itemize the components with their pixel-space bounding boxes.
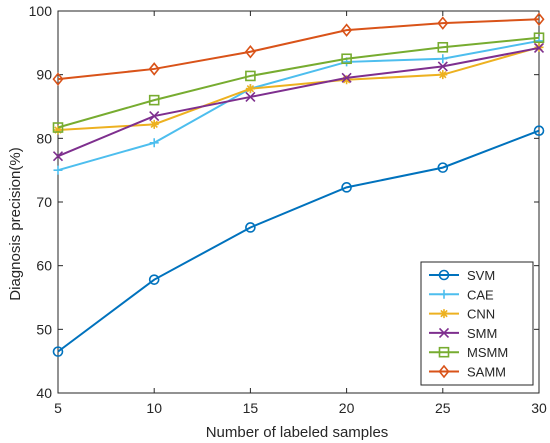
data-point-svm [437, 162, 449, 173]
legend-entry: SMM [429, 326, 497, 341]
legend-entry: MSMM [429, 345, 508, 360]
series-line-msmm [57, 36, 540, 129]
y-tick-label: 100 [29, 3, 53, 19]
series-line-cae [57, 39, 540, 172]
data-point-samm [437, 16, 449, 30]
data-point-cnn [438, 70, 448, 80]
legend-entry: SAMM [429, 365, 506, 380]
data-point-msmm [533, 32, 545, 44]
data-point-smm [341, 72, 352, 83]
legend-marker [438, 364, 450, 379]
data-point-msmm [245, 70, 256, 82]
data-point-cae [149, 138, 159, 148]
x-tick-label: 10 [146, 400, 162, 416]
data-point-samm [533, 12, 545, 27]
data-point-svm [148, 274, 160, 285]
data-point-smm [245, 91, 256, 103]
legend-label: MSMM [467, 345, 508, 360]
data-point-cnn [53, 125, 63, 135]
data-point-svm [245, 222, 256, 233]
legend: SVM CAE CNN SMM MSMM SAMM [420, 261, 534, 386]
x-axis-label: Number of labeled samples [206, 424, 389, 441]
y-tick-label: 40 [36, 385, 52, 401]
x-tick-label: 25 [435, 400, 451, 416]
y-tick-label: 50 [36, 321, 52, 337]
data-point-cnn [342, 75, 352, 85]
data-point-samm [341, 23, 353, 37]
data-point-cnn [149, 119, 159, 129]
legend-marker [439, 309, 449, 319]
data-point-smm [533, 42, 545, 53]
data-point-samm [148, 62, 160, 76]
legend-label: CAE [467, 287, 494, 302]
y-tick-label: 90 [36, 67, 52, 83]
x-tick-label: 20 [339, 400, 355, 416]
y-tick-label: 70 [36, 194, 52, 210]
series-cae [53, 36, 544, 175]
data-point-cnn [245, 84, 255, 94]
legend-marker [438, 269, 450, 281]
y-tick-label: 60 [36, 258, 52, 274]
data-point-cae [53, 165, 63, 175]
legend-entry: CAE [429, 287, 494, 302]
legend-label: SVM [467, 268, 495, 283]
data-point-msmm [341, 53, 352, 65]
legend-label: SMM [467, 326, 497, 341]
x-tick-label: 15 [243, 400, 259, 416]
legend-marker [438, 327, 450, 338]
data-point-svm [533, 125, 545, 136]
series-line-smm [57, 46, 540, 158]
data-point-smm [437, 61, 448, 72]
x-axis: 5 10 15 20 25 30 [54, 11, 547, 416]
legend-marker [438, 346, 450, 358]
legend-label: CNN [467, 307, 495, 322]
data-point-samm [52, 72, 64, 86]
legend-box [420, 261, 534, 386]
y-axis-label: Diagnosis precision(%) [7, 147, 24, 300]
series-cnn [53, 42, 544, 135]
legend-marker [439, 289, 449, 299]
series-msmm [52, 32, 545, 133]
x-tick-label: 5 [54, 400, 62, 416]
series-smm [52, 42, 545, 162]
series-svm [52, 125, 545, 357]
y-axis: 40 50 60 70 80 90 100 [29, 3, 539, 401]
data-point-cae [438, 54, 448, 64]
series-samm [52, 12, 545, 86]
legend-entry: CNN [429, 307, 495, 322]
data-point-msmm [52, 122, 64, 133]
series-line-cnn [57, 46, 540, 132]
series-layer [52, 12, 545, 357]
legend-label: SAMM [467, 365, 506, 380]
x-tick-label: 30 [531, 400, 547, 416]
data-point-smm [149, 110, 160, 122]
data-point-svm [341, 182, 352, 193]
data-point-msmm [437, 41, 449, 53]
data-point-smm [52, 151, 64, 162]
series-line-svm [57, 129, 540, 353]
data-point-msmm [148, 94, 160, 106]
data-point-svm [52, 346, 64, 357]
y-tick-label: 80 [36, 130, 52, 146]
data-point-samm [244, 44, 256, 59]
legend-entry: SVM [429, 268, 495, 283]
series-line-samm [57, 18, 540, 81]
